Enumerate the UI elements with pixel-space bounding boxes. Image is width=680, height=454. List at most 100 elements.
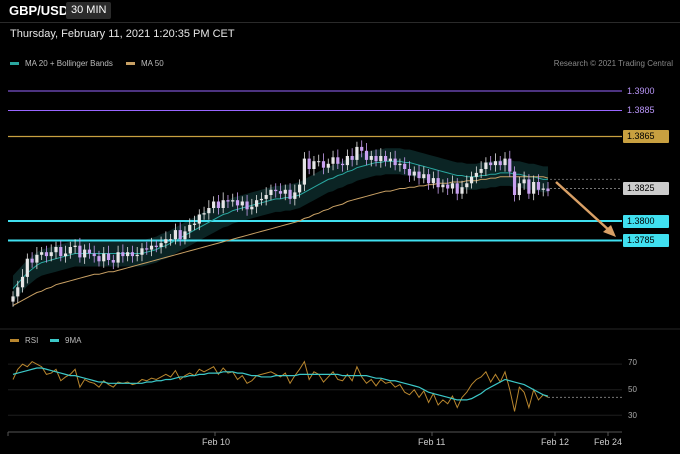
- candle-body: [340, 163, 345, 166]
- candle-body: [498, 161, 502, 166]
- candle-body: [207, 208, 211, 214]
- candle-body: [441, 184, 445, 188]
- candle-body: [87, 249, 92, 254]
- legend-ma20: MA 20 + Bollinger Bands: [10, 59, 113, 68]
- candle-body: [121, 252, 125, 257]
- candle-body: [126, 252, 130, 257]
- candle-body: [460, 187, 464, 194]
- candle-body: [164, 239, 168, 244]
- candle-body: [264, 195, 268, 199]
- candle-body: [522, 179, 526, 184]
- projection-arrow-head: [603, 225, 616, 237]
- candle-body: [283, 189, 287, 194]
- candle-body: [532, 182, 536, 194]
- symbol-title[interactable]: GBP/USD: [9, 3, 69, 18]
- candle-body: [40, 252, 44, 255]
- candle-body: [426, 174, 431, 184]
- candle-body: [336, 157, 340, 164]
- candle-body: [527, 179, 531, 194]
- candle-body: [388, 158, 392, 162]
- candle-body: [73, 245, 77, 247]
- candle-body: [54, 247, 58, 253]
- candle-body: [192, 223, 197, 225]
- candle-body: [259, 198, 263, 201]
- candle-body: [102, 253, 106, 262]
- candle-body: [355, 146, 359, 160]
- rsi-tick-50: 50: [628, 385, 637, 394]
- price-tag-1.3800: 1.3800: [623, 214, 669, 228]
- candle-body: [493, 161, 498, 166]
- header-bar: GBP/USD 30 MIN: [0, 0, 680, 22]
- candle-body: [407, 169, 412, 176]
- header-divider: [0, 22, 680, 23]
- candle-body: [49, 252, 53, 257]
- candle-body: [30, 258, 34, 263]
- candle-body: [307, 158, 311, 169]
- candle-body: [383, 156, 388, 162]
- candle-body: [269, 189, 273, 195]
- candle-body: [202, 213, 206, 215]
- candle-body: [374, 156, 378, 162]
- candle-body: [68, 247, 72, 254]
- candle-body: [106, 253, 111, 260]
- candle-body: [16, 287, 20, 297]
- candle-body: [436, 178, 440, 188]
- candle-body: [63, 253, 68, 257]
- ma20-label: MA 20 + Bollinger Bands: [25, 59, 113, 68]
- candle-body: [188, 224, 192, 232]
- candle-body: [422, 174, 426, 179]
- price-tag-1.3865: 1.3865: [623, 130, 669, 143]
- ma50-swatch: [126, 62, 135, 65]
- candle-body: [154, 245, 158, 247]
- candle-body: [479, 169, 483, 173]
- candle-body: [489, 162, 493, 166]
- candle-body: [159, 243, 163, 247]
- price-tag-1.3900: 1.3900: [627, 85, 655, 96]
- x-label-feb12: Feb 12: [541, 437, 570, 447]
- candle-body: [469, 176, 474, 184]
- candle-body: [130, 252, 135, 257]
- candle-body: [35, 254, 39, 263]
- candle-body: [145, 248, 149, 250]
- candle-body: [465, 183, 469, 188]
- candle-body: [393, 158, 397, 166]
- ma9-line: [12, 367, 549, 401]
- legend-9ma: 9MA: [50, 336, 81, 345]
- candle-body: [97, 256, 101, 262]
- candle-body: [226, 200, 230, 202]
- candle-body: [360, 146, 364, 151]
- candle-body: [417, 171, 421, 179]
- candle-body: [183, 231, 187, 240]
- bollinger-band: [13, 148, 548, 302]
- candle-body: [116, 252, 120, 263]
- candle-body: [403, 163, 407, 169]
- candle-body: [312, 161, 316, 169]
- candle-body: [59, 247, 63, 257]
- timeframe-button[interactable]: 30 MIN: [66, 2, 112, 19]
- candle-body: [517, 183, 521, 195]
- candle-body: [350, 156, 354, 160]
- candle-body: [135, 254, 139, 257]
- candle-body: [235, 200, 240, 206]
- candle-body: [546, 188, 550, 192]
- legend-ma50: MA 50: [126, 59, 164, 68]
- candle-body: [302, 158, 306, 185]
- rsi-swatch: [10, 339, 19, 342]
- candle-body: [44, 252, 49, 257]
- legend-rsi: RSI: [10, 336, 38, 345]
- candle-body: [274, 189, 278, 192]
- candle-body: [298, 184, 302, 193]
- candle-body: [317, 161, 321, 163]
- candle-body: [216, 201, 221, 208]
- candle-body: [536, 182, 541, 190]
- candle-body: [149, 245, 154, 250]
- candle-body: [379, 156, 383, 162]
- candle-body: [293, 192, 297, 199]
- candle-body: [503, 158, 507, 166]
- candle-body: [25, 258, 29, 277]
- candle-body: [455, 183, 459, 194]
- x-label-feb11: Feb 11: [418, 437, 446, 447]
- candle-body: [450, 183, 455, 189]
- candle-body: [11, 296, 15, 302]
